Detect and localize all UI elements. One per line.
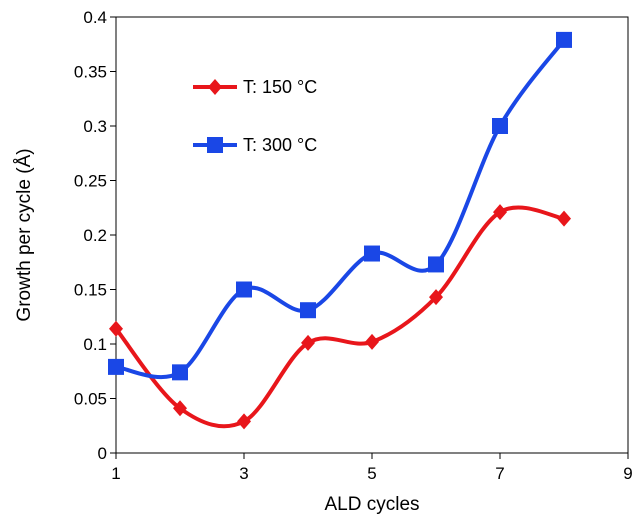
y-tick-label: 0.2	[83, 226, 107, 245]
data-point	[172, 364, 188, 381]
series-T150	[109, 204, 571, 430]
x-tick-label: 5	[367, 464, 376, 483]
data-point	[429, 289, 443, 306]
plot-frame	[115, 16, 629, 454]
x-tick-label: 7	[495, 464, 504, 483]
plot-area	[115, 16, 629, 454]
series-T300	[108, 31, 572, 381]
y-tick-label: 0.05	[74, 390, 107, 409]
y-tick-label: 0.35	[74, 63, 107, 82]
legend-marker	[207, 137, 223, 153]
legend-label: T: 150 °C	[243, 77, 317, 97]
data-point	[237, 413, 251, 430]
data-point	[365, 333, 379, 350]
series-line	[114, 205, 566, 429]
data-point	[492, 118, 508, 134]
x-tick-label: 9	[623, 464, 632, 483]
data-point	[108, 358, 124, 375]
data-point	[109, 320, 123, 337]
legend: T: 150 °C T: 300 °C	[193, 77, 317, 155]
y-axis-title: Growth per cycle (Å)	[14, 148, 35, 321]
legend-label: T: 300 °C	[243, 135, 317, 155]
data-point	[493, 204, 507, 221]
x-tick-label: 1	[111, 464, 120, 483]
data-point	[301, 334, 315, 351]
data-point	[556, 31, 572, 48]
x-tick-label: 3	[239, 464, 248, 483]
legend-marker	[208, 79, 222, 95]
y-tick-label: 0.4	[83, 8, 107, 27]
y-tick-label: 0	[98, 444, 107, 463]
y-tick-label: 0.15	[74, 281, 107, 300]
axes: 0 0.05 0.1 0.15 0.2 0.25 0.3 0.35 0.4 1 3 5 7 9	[74, 8, 633, 483]
y-tick-label: 0.1	[83, 335, 107, 354]
data-point	[428, 256, 444, 273]
x-axis-title: ALD cycles	[324, 494, 419, 515]
legend-item: T: 300 °C	[193, 135, 317, 155]
series-group	[108, 31, 572, 430]
data-point	[173, 400, 187, 417]
legend-item: T: 150 °C	[193, 77, 317, 97]
data-point	[364, 245, 380, 262]
data-point	[300, 302, 316, 319]
y-tick-label: 0.25	[74, 172, 107, 191]
y-tick-label: 0.3	[83, 117, 107, 136]
data-point	[236, 281, 252, 298]
data-point	[557, 210, 571, 227]
